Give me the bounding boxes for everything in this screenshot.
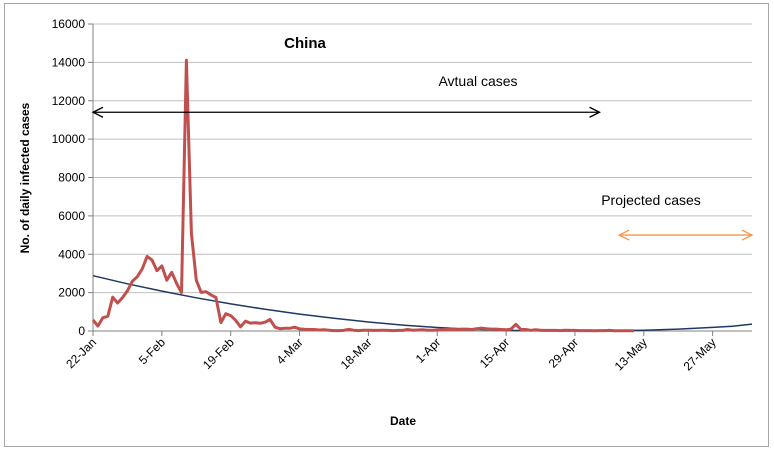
annotations: Avtual cases Projected cases bbox=[91, 73, 754, 241]
series-line-projected bbox=[92, 274, 753, 332]
y-tick-label: 10000 bbox=[52, 132, 86, 146]
y-tick-label: 4000 bbox=[58, 247, 85, 261]
series-lines bbox=[91, 58, 753, 333]
x-tick-label: 29-Apr bbox=[546, 335, 581, 370]
y-axis-label: No. of daily infected cases bbox=[18, 102, 32, 253]
y-tick-label: 14000 bbox=[52, 55, 86, 69]
annotation-label: Projected cases bbox=[601, 192, 701, 208]
arrow-head-left bbox=[91, 106, 104, 118]
y-axis-tick-labels: 0 2000 4000 6000 8000 10000 12000 14000 16000 bbox=[52, 17, 86, 338]
y-tick-label: 2000 bbox=[58, 286, 85, 300]
x-tick-label: 27-May bbox=[681, 335, 719, 373]
y-tick-label: 8000 bbox=[58, 171, 85, 185]
annotation-label: Avtual cases bbox=[438, 73, 517, 89]
chart-frame bbox=[4, 3, 769, 447]
chart-title: China bbox=[284, 35, 326, 52]
y-tick-label: 16000 bbox=[52, 17, 86, 31]
x-tick-label: 13-May bbox=[612, 335, 650, 373]
x-tick-label: 15-Apr bbox=[477, 335, 512, 370]
x-axis-label: Date bbox=[390, 414, 416, 428]
x-axis-tick-labels: 22-Jan 5-Feb 19-Feb 4-Mar 18-Mar 1-Apr 15-Apr 2… bbox=[63, 335, 719, 373]
x-tick-label: 18-Mar bbox=[338, 335, 375, 372]
arrow-head-left bbox=[617, 229, 630, 241]
series-line-actual bbox=[91, 58, 634, 333]
y-tick-label: 12000 bbox=[52, 94, 86, 108]
y-tick-label: 6000 bbox=[58, 209, 85, 223]
x-tick-label: 5-Feb bbox=[136, 335, 168, 367]
x-tick-label: 19-Feb bbox=[200, 335, 237, 372]
arrow-head-right bbox=[741, 229, 754, 241]
arrow-head-right bbox=[589, 106, 601, 118]
x-tick-label: 1-Apr bbox=[413, 335, 444, 366]
y-tick-label: 0 bbox=[78, 324, 85, 338]
x-tick-label: 22-Jan bbox=[63, 335, 99, 371]
x-tick-label: 4-Mar bbox=[274, 335, 306, 367]
